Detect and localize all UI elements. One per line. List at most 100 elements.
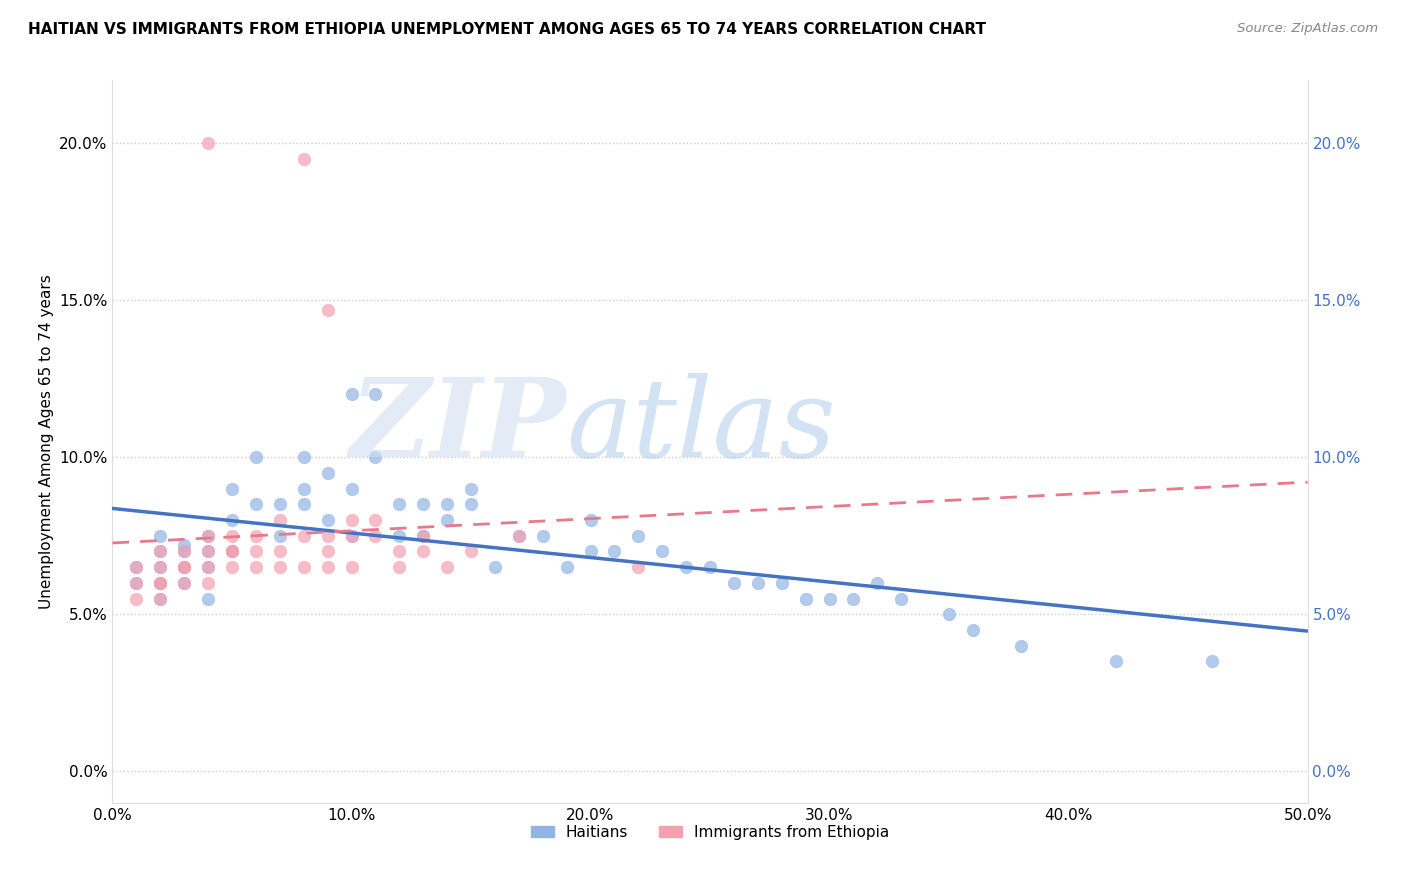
Point <box>292 450 315 465</box>
Point <box>221 513 243 527</box>
Point <box>364 387 387 401</box>
Point <box>890 591 912 606</box>
Point <box>508 529 530 543</box>
Point <box>364 450 387 465</box>
Point <box>412 544 434 558</box>
Point <box>555 560 578 574</box>
Point <box>316 560 339 574</box>
Point <box>842 591 865 606</box>
Point <box>388 497 411 511</box>
Point <box>149 560 172 574</box>
Point <box>149 591 172 606</box>
Point <box>938 607 960 622</box>
Point <box>436 513 458 527</box>
Point <box>340 529 363 543</box>
Point <box>269 497 291 511</box>
Point <box>173 544 195 558</box>
Point <box>197 529 219 543</box>
Point <box>460 482 482 496</box>
Point <box>316 513 339 527</box>
Point <box>460 544 482 558</box>
Point <box>149 544 172 558</box>
Point <box>1105 655 1128 669</box>
Point <box>675 560 697 574</box>
Text: HAITIAN VS IMMIGRANTS FROM ETHIOPIA UNEMPLOYMENT AMONG AGES 65 TO 74 YEARS CORRE: HAITIAN VS IMMIGRANTS FROM ETHIOPIA UNEM… <box>28 22 986 37</box>
Point <box>125 560 148 574</box>
Point <box>364 513 387 527</box>
Point <box>316 466 339 480</box>
Point <box>173 560 195 574</box>
Point <box>221 544 243 558</box>
Point <box>412 497 434 511</box>
Point <box>197 560 219 574</box>
Point <box>125 575 148 590</box>
Point <box>197 560 219 574</box>
Point <box>1201 655 1223 669</box>
Point <box>412 529 434 543</box>
Point <box>436 560 458 574</box>
Point <box>197 575 219 590</box>
Point <box>149 575 172 590</box>
Point <box>292 482 315 496</box>
Point <box>292 529 315 543</box>
Point <box>794 591 817 606</box>
Point <box>484 560 506 574</box>
Point <box>962 623 984 637</box>
Point <box>364 529 387 543</box>
Legend: Haitians, Immigrants from Ethiopia: Haitians, Immigrants from Ethiopia <box>524 819 896 846</box>
Point <box>125 560 148 574</box>
Point <box>436 497 458 511</box>
Point <box>723 575 745 590</box>
Point <box>340 387 363 401</box>
Point <box>197 136 219 150</box>
Point <box>269 529 291 543</box>
Point <box>245 560 267 574</box>
Point <box>579 513 602 527</box>
Point <box>770 575 793 590</box>
Point <box>508 529 530 543</box>
Point <box>388 544 411 558</box>
Point <box>388 560 411 574</box>
Point <box>245 529 267 543</box>
Point <box>173 538 195 552</box>
Point <box>340 529 363 543</box>
Point <box>269 513 291 527</box>
Point <box>627 529 650 543</box>
Point <box>149 591 172 606</box>
Point <box>269 560 291 574</box>
Point <box>173 575 195 590</box>
Point <box>149 575 172 590</box>
Point <box>245 544 267 558</box>
Point <box>245 450 267 465</box>
Point <box>197 529 219 543</box>
Point <box>866 575 889 590</box>
Point <box>173 544 195 558</box>
Point <box>125 591 148 606</box>
Point <box>747 575 769 590</box>
Point <box>149 575 172 590</box>
Point <box>149 560 172 574</box>
Point <box>316 302 339 317</box>
Point <box>412 529 434 543</box>
Point <box>245 497 267 511</box>
Point <box>292 560 315 574</box>
Point <box>316 544 339 558</box>
Point <box>292 152 315 166</box>
Point <box>221 560 243 574</box>
Point <box>531 529 554 543</box>
Point <box>340 482 363 496</box>
Point <box>340 513 363 527</box>
Point <box>149 529 172 543</box>
Point <box>197 544 219 558</box>
Point <box>173 560 195 574</box>
Point <box>316 529 339 543</box>
Point <box>579 544 602 558</box>
Point <box>603 544 626 558</box>
Point <box>340 560 363 574</box>
Point <box>627 560 650 574</box>
Point <box>651 544 673 558</box>
Point <box>221 529 243 543</box>
Point <box>173 560 195 574</box>
Point <box>699 560 721 574</box>
Point <box>221 544 243 558</box>
